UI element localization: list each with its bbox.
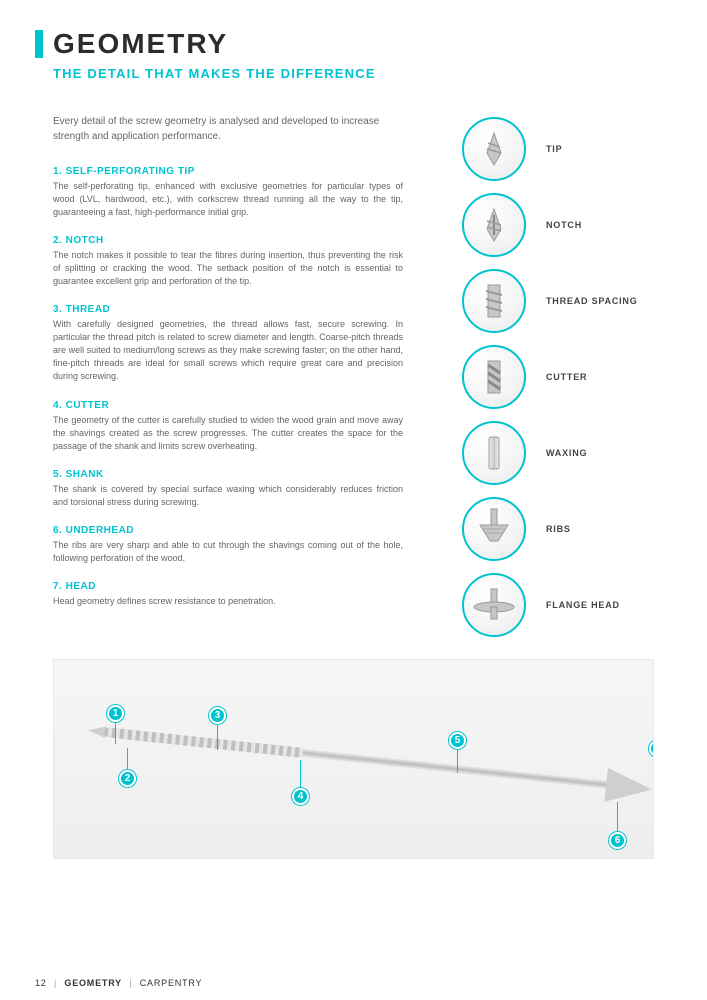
screw-thread-shape <box>103 727 303 758</box>
flange-icon <box>462 573 526 637</box>
icon-row-waxing: WAXING <box>462 421 672 485</box>
section-2: 2. NOTCH The notch makes it possible to t… <box>53 235 444 288</box>
footer-sep: | <box>129 978 132 988</box>
diagram-pointer <box>115 722 116 744</box>
icon-row-tip: TIP <box>462 117 672 181</box>
section-7: 7. HEAD Head geometry defines screw resis… <box>53 581 444 608</box>
screw-illustration <box>104 732 654 791</box>
footer-crumb-2: CARPENTRY <box>140 978 203 988</box>
diagram-badge-1: 1 <box>107 705 124 722</box>
diagram-pointer <box>300 760 301 788</box>
icon-row-notch: NOTCH <box>462 193 672 257</box>
section-title: 6. UNDERHEAD <box>53 525 444 536</box>
diagram-badge-3: 3 <box>209 707 226 724</box>
intro-text: Every detail of the screw geometry is an… <box>53 115 403 144</box>
screw-head-shape <box>604 768 653 807</box>
tip-icon <box>462 117 526 181</box>
footer-crumb-1: GEOMETRY <box>64 978 122 988</box>
section-3: 3. THREAD With carefully designed geometr… <box>53 304 444 383</box>
waxing-icon <box>462 421 526 485</box>
icon-row-cutter: CUTTER <box>462 345 672 409</box>
icon-label: FLANGE HEAD <box>546 600 620 610</box>
page-title: GEOMETRY <box>53 28 228 60</box>
page-subtitle: THE DETAIL THAT MAKES THE DIFFERENCE <box>53 66 672 81</box>
page-footer: 12 | GEOMETRY | CARPENTRY <box>35 978 202 988</box>
diagram-badge-6: 6 <box>609 832 626 849</box>
notch-icon <box>462 193 526 257</box>
icon-row-flange: FLANGE HEAD <box>462 573 672 637</box>
icon-column: TIP NOTCH THREAD SPACING CUTTER WAXING RIBS FL… <box>462 115 672 649</box>
diagram-pointer <box>127 748 128 770</box>
section-1: 1. SELF-PERFORATING TIP The self-perforat… <box>53 166 444 219</box>
icon-label: NOTCH <box>546 220 582 230</box>
section-body: The self-perforating tip, enhanced with … <box>53 180 403 219</box>
section-title: 1. SELF-PERFORATING TIP <box>53 166 444 177</box>
diagram-badge-2: 2 <box>119 770 136 787</box>
accent-bar <box>35 30 43 58</box>
title-row: GEOMETRY <box>35 28 672 60</box>
text-column: Every detail of the screw geometry is an… <box>35 115 444 649</box>
section-body: The notch makes it possible to tear the … <box>53 249 403 288</box>
icon-label: WAXING <box>546 448 587 458</box>
section-6: 6. UNDERHEAD The ribs are very sharp and … <box>53 525 444 565</box>
screw-diagram: 1 2 3 4 5 6 7 <box>53 659 654 859</box>
icon-row-ribs: RIBS <box>462 497 672 561</box>
page-number: 12 <box>35 978 47 988</box>
icon-label: THREAD SPACING <box>546 296 638 306</box>
section-title: 5. SHANK <box>53 469 444 480</box>
section-title: 2. NOTCH <box>53 235 444 246</box>
footer-sep: | <box>54 978 57 988</box>
section-body: The geometry of the cutter is carefully … <box>53 414 403 453</box>
section-body: The ribs are very sharp and able to cut … <box>53 539 403 565</box>
icon-label: CUTTER <box>546 372 587 382</box>
icon-row-thread: THREAD SPACING <box>462 269 672 333</box>
diagram-pointer <box>457 749 458 773</box>
diagram-badge-4: 4 <box>292 788 309 805</box>
diagram-badge-7: 7 <box>649 740 654 757</box>
section-title: 7. HEAD <box>53 581 444 592</box>
section-title: 3. THREAD <box>53 304 444 315</box>
section-body: With carefully designed geometries, the … <box>53 318 403 383</box>
diagram-pointer <box>217 724 218 750</box>
diagram-badge-5: 5 <box>449 732 466 749</box>
cutter-icon <box>462 345 526 409</box>
icon-label: RIBS <box>546 524 571 534</box>
section-body: The shank is covered by special surface … <box>53 483 403 509</box>
section-4: 4. CUTTER The geometry of the cutter is c… <box>53 400 444 453</box>
section-title: 4. CUTTER <box>53 400 444 411</box>
section-5: 5. SHANK The shank is covered by special … <box>53 469 444 509</box>
diagram-pointer <box>617 802 618 832</box>
icon-label: TIP <box>546 144 562 154</box>
section-body: Head geometry defines screw resistance t… <box>53 595 403 608</box>
thread-icon <box>462 269 526 333</box>
ribs-icon <box>462 497 526 561</box>
